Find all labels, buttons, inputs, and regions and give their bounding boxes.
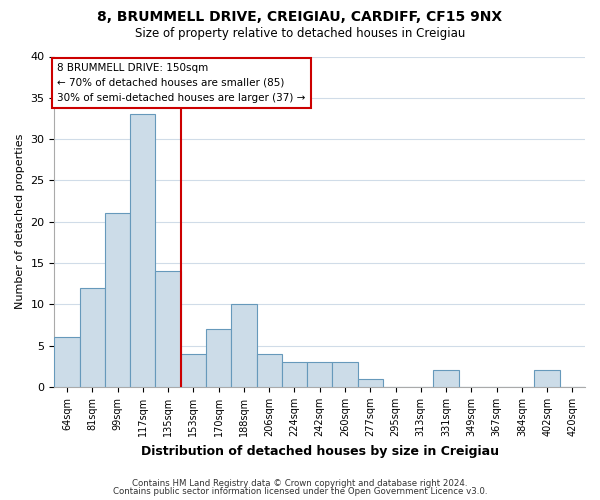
Y-axis label: Number of detached properties: Number of detached properties xyxy=(15,134,25,310)
Bar xyxy=(535,370,560,387)
Bar xyxy=(307,362,332,387)
Bar xyxy=(80,288,105,387)
Bar xyxy=(130,114,155,387)
Bar xyxy=(155,272,181,387)
Bar xyxy=(282,362,307,387)
Bar xyxy=(206,329,231,387)
Bar xyxy=(257,354,282,387)
Bar xyxy=(332,362,358,387)
Text: Contains HM Land Registry data © Crown copyright and database right 2024.: Contains HM Land Registry data © Crown c… xyxy=(132,478,468,488)
Bar xyxy=(105,214,130,387)
Bar xyxy=(181,354,206,387)
Bar xyxy=(358,378,383,387)
Bar xyxy=(433,370,458,387)
Text: 8, BRUMMELL DRIVE, CREIGIAU, CARDIFF, CF15 9NX: 8, BRUMMELL DRIVE, CREIGIAU, CARDIFF, CF… xyxy=(97,10,503,24)
Text: Size of property relative to detached houses in Creigiau: Size of property relative to detached ho… xyxy=(135,28,465,40)
Bar xyxy=(231,304,257,387)
Text: 8 BRUMMELL DRIVE: 150sqm
← 70% of detached houses are smaller (85)
30% of semi-d: 8 BRUMMELL DRIVE: 150sqm ← 70% of detach… xyxy=(57,63,305,102)
Bar xyxy=(55,338,80,387)
Text: Contains public sector information licensed under the Open Government Licence v3: Contains public sector information licen… xyxy=(113,487,487,496)
X-axis label: Distribution of detached houses by size in Creigiau: Distribution of detached houses by size … xyxy=(141,444,499,458)
